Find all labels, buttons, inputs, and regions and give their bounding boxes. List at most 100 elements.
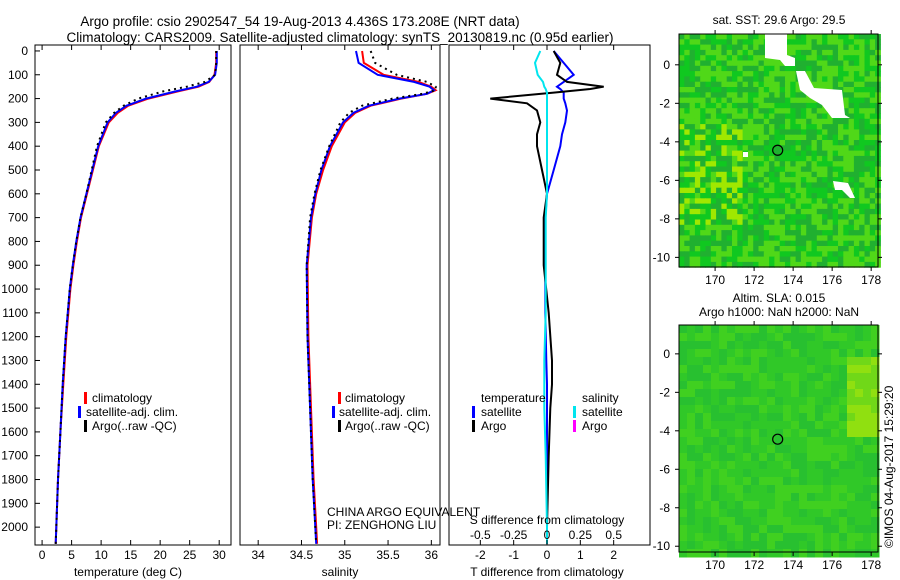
map-cell: [853, 102, 860, 109]
map-cell: [763, 134, 770, 141]
map-cell: [774, 140, 781, 146]
map-cell: [679, 49, 685, 56]
map-cell: [751, 429, 760, 438]
map-cell: [679, 203, 685, 210]
map-cell: [839, 541, 848, 550]
map-cell: [710, 155, 717, 162]
map-cell: [769, 161, 775, 167]
map-cell: [703, 397, 712, 406]
series-line-climatology: [306, 50, 438, 544]
map-cell: [816, 166, 823, 173]
map-cell: [785, 134, 791, 141]
map-cell: [721, 161, 728, 167]
map-cell: [710, 129, 717, 136]
map-cell: [721, 140, 728, 146]
map-cell: [684, 55, 691, 61]
map-cell: [742, 140, 749, 146]
map-cell: [726, 246, 733, 252]
map-cell: [753, 224, 759, 231]
map-cell: [827, 71, 834, 77]
map-cell: [848, 256, 855, 263]
map-cell: [869, 39, 876, 46]
legend-swatch-satellite: [332, 406, 335, 418]
map-cell: [871, 453, 880, 462]
map-cell: [711, 429, 720, 438]
map-cell: [769, 182, 775, 189]
map-cell: [737, 240, 744, 247]
map-cell: [869, 208, 876, 215]
map-cell: [694, 208, 701, 215]
map-cell: [871, 493, 880, 502]
map-cell: [732, 261, 738, 268]
map-cell: [791, 501, 800, 510]
map-cell: [822, 235, 828, 242]
map-cell: [735, 461, 744, 470]
map-cell: [758, 145, 765, 152]
map-cell: [799, 469, 808, 478]
map-cell: [763, 150, 770, 157]
map-cell: [843, 108, 850, 114]
map-cell: [767, 525, 776, 534]
map-cell: [695, 373, 704, 382]
map-cell: [853, 256, 860, 263]
map-cell: [742, 171, 749, 178]
map-cell: [871, 533, 880, 542]
map-cell: [871, 429, 880, 438]
map-cell: [847, 453, 856, 462]
map-cell: [767, 381, 776, 390]
map-cell: [753, 108, 759, 114]
map-cell: [774, 145, 781, 152]
map-cell: [759, 429, 768, 438]
map-cell: [743, 493, 752, 502]
map-cell: [832, 44, 839, 51]
map-cell: [737, 235, 744, 242]
map-cell: [753, 87, 759, 93]
map-cell: [853, 118, 860, 125]
map-cell: [869, 166, 876, 173]
map-cell: [758, 177, 765, 183]
map-cell: [822, 145, 828, 152]
map-cell: [737, 71, 744, 77]
map-cell: [795, 166, 802, 173]
map-cell: [742, 214, 749, 220]
map-cell: [831, 493, 840, 502]
map-cell: [843, 161, 850, 167]
map-cell: [679, 525, 688, 534]
map-cell: [684, 145, 691, 152]
map-cell: [751, 325, 760, 334]
map-cell: [751, 493, 760, 502]
map-cell: [732, 87, 738, 93]
map-cell: [783, 469, 792, 478]
map-cell: [758, 171, 765, 178]
map-cell: [831, 357, 840, 366]
map-cell: [799, 533, 808, 542]
map-cell: [832, 150, 839, 157]
map-cell: [799, 397, 808, 406]
map-cell: [705, 235, 712, 242]
map-cell: [869, 246, 876, 252]
map-cell: [799, 381, 808, 390]
map-cell: [742, 118, 749, 125]
map-cell: [769, 129, 775, 136]
map-cell: [871, 437, 880, 446]
map-cell: [832, 166, 839, 173]
temperature-legend: climatology satellite-adj. clim. Argo(..…: [78, 391, 178, 433]
map-cell: [859, 124, 865, 130]
profile-panel-1: 0 5 10 15 20 25 300100200300400500600700800900…: [1, 44, 232, 562]
map-cell: [721, 261, 728, 268]
map-cell: [769, 261, 775, 268]
lon-tick-label: 174: [783, 273, 803, 287]
map-cell: [732, 214, 738, 220]
map-cell: [767, 445, 776, 454]
map-cell: [795, 134, 802, 141]
map-cell: [859, 108, 865, 114]
map-cell: [863, 389, 872, 398]
map-cell: [838, 171, 844, 178]
map-cell: [716, 118, 722, 125]
map-cell: [737, 193, 744, 199]
map-cell: [859, 208, 865, 215]
map-cell: [822, 230, 828, 236]
map-cell: [743, 517, 752, 526]
map-cell: [869, 230, 876, 236]
map-cell: [774, 177, 781, 183]
